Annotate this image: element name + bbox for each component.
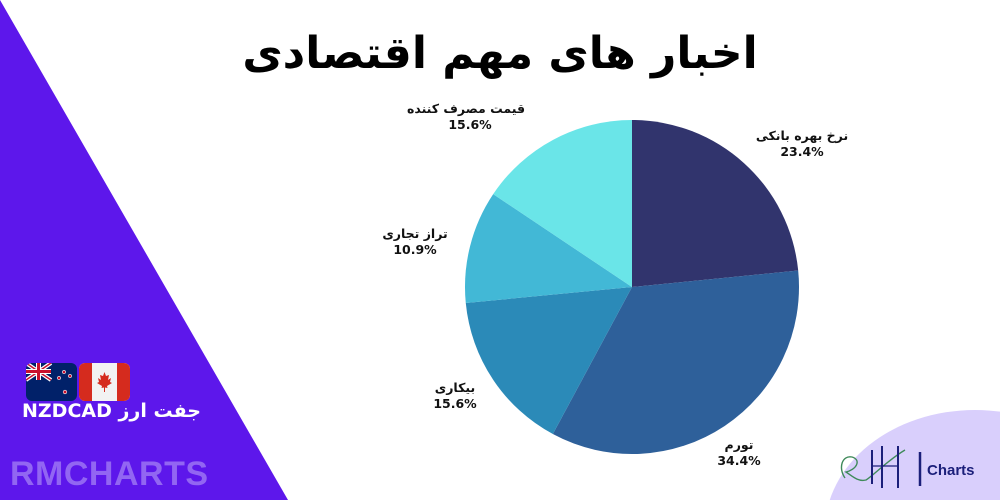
- slice-label-interest-rate: نرخ بهره بانکی 23.4%: [755, 128, 849, 159]
- new-zealand-flag-icon: [26, 363, 77, 401]
- slice-unemployment: [465, 287, 632, 435]
- slice-trade-balance: [465, 194, 632, 303]
- page-title: اخبار های مهم اقتصادی: [242, 28, 758, 79]
- slice-consumer-price: [493, 120, 632, 287]
- slice-label-unemployment: بیکاری 15.6%: [433, 380, 477, 411]
- currency-pair-label: جفت ارز NZDCAD: [22, 400, 201, 422]
- slice-label-inflation: تورم 34.4%: [717, 437, 761, 468]
- slice-interest-rate: [632, 120, 799, 287]
- logo-text: Charts: [927, 462, 975, 479]
- slice-inflation: [552, 270, 800, 455]
- slice-label-trade-balance: تراز تجاری 10.9%: [382, 226, 448, 257]
- slice-label-consumer-price: قیمت مصرف کننده 15.6%: [406, 101, 525, 132]
- canada-flag-icon: [79, 363, 130, 401]
- brand-watermark: RMCHARTS: [10, 455, 209, 493]
- currency-flags: [26, 363, 130, 401]
